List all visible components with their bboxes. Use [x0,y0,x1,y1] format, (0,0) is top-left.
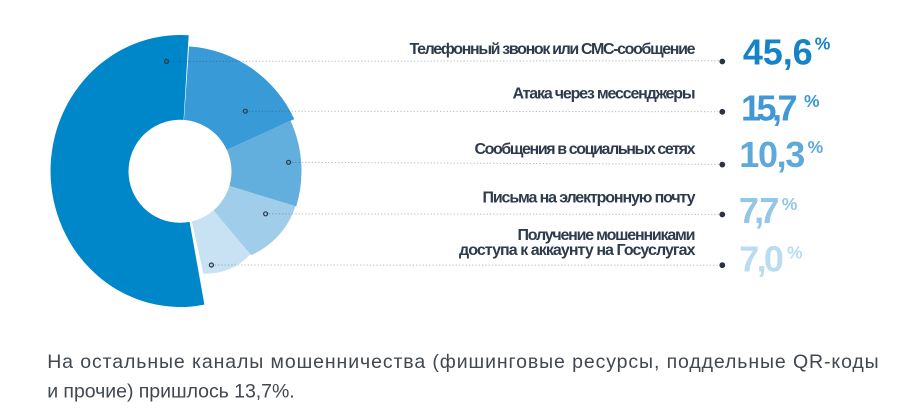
svg-text:Получение мошенниками: Получение мошенниками [518,227,696,244]
svg-text:доступа к аккаунту на Госуслуг: доступа к аккаунту на Госуслугах [459,242,696,259]
svg-text:15,7: 15,7 [741,87,798,128]
svg-text:Сообщения в социальных сетях: Сообщения в социальных сетях [475,141,696,158]
svg-text:7,7: 7,7 [739,190,780,231]
svg-text:10,3: 10,3 [739,134,805,175]
svg-text:На остальные каналы мошенничес: На остальные каналы мошенничества (фишин… [47,351,879,373]
svg-text:Телефонный звонок или СМС-сооб: Телефонный звонок или СМС-сообщение [410,41,696,58]
svg-text:%: % [787,243,803,263]
svg-text:%: % [815,33,831,53]
svg-text:45,6: 45,6 [743,31,813,72]
svg-text:и прочие) пришлось 13,7%.: и прочие) пришлось 13,7%. [47,381,295,403]
svg-text:%: % [808,137,824,157]
svg-text:7,0: 7,0 [739,239,784,280]
svg-text:%: % [804,91,820,111]
svg-text:Атака через мессенджеры: Атака через мессенджеры [513,85,696,102]
svg-text:%: % [782,194,798,214]
svg-text:Письма на электронную почту: Письма на электронную почту [483,190,696,207]
